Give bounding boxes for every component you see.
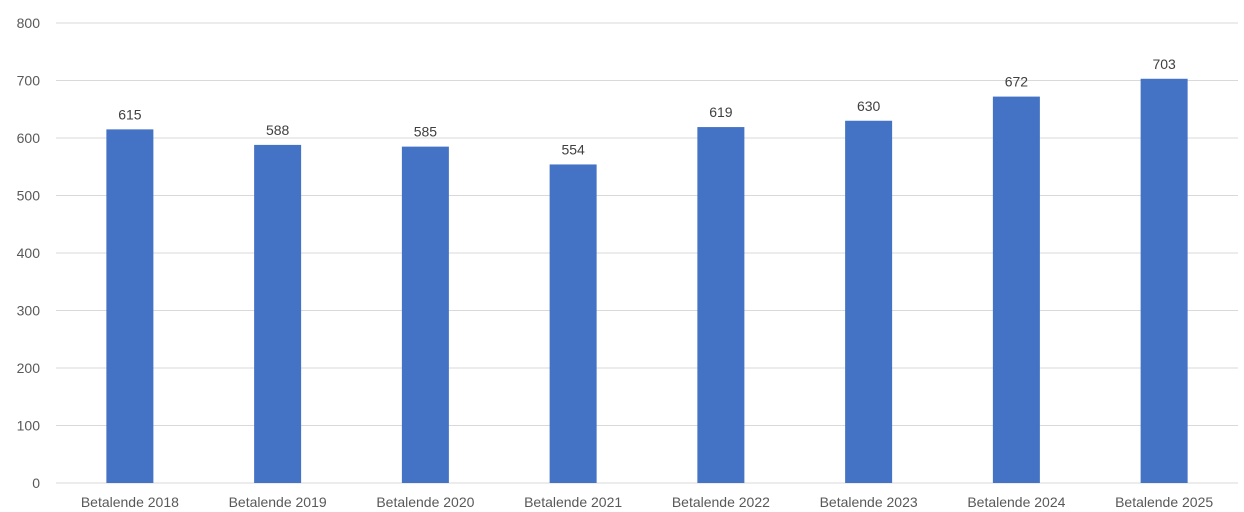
bar [992,96,1040,483]
gridlines [56,22,1238,484]
y-tick-label: 300 [17,303,41,319]
bars [106,78,1188,484]
y-tick-label: 500 [17,188,41,204]
x-tick-label: Betalende 2021 [524,494,622,510]
y-tick-label: 600 [17,130,41,146]
x-tick-label: Betalende 2025 [1115,494,1213,510]
bar [106,129,154,483]
y-tick-label: 100 [17,418,41,434]
bar-value-label: 672 [1005,74,1029,90]
bar-value-label: 703 [1152,56,1176,72]
y-tick-label: 400 [17,245,41,261]
bar-value-label: 619 [709,104,733,120]
bar [254,144,302,483]
y-tick-label: 200 [17,360,41,376]
axes: 0 100 200 300 400 500 600 700 800 Betalende 2018 B… [17,15,1214,510]
x-tick-label: Betalende 2023 [820,494,918,510]
data-labels: 615 588 585 554 619 630 672 703 [118,56,1176,158]
bar-value-label: 630 [857,98,881,114]
bar [697,127,745,483]
x-tick-label: Betalende 2018 [81,494,179,510]
x-tick-label: Betalende 2020 [376,494,474,510]
x-tick-label: Betalende 2022 [672,494,770,510]
bar [549,164,597,483]
bar-value-label: 615 [118,106,142,122]
y-tick-label: 800 [17,15,41,31]
x-tick-label: Betalende 2019 [229,494,327,510]
bar [1140,78,1188,484]
bar-value-label: 585 [414,124,438,140]
bar [845,120,893,483]
y-tick-label: 0 [32,475,40,491]
y-tick-label: 700 [17,73,41,89]
x-tick-label: Betalende 2024 [967,494,1065,510]
bar-value-label: 588 [266,122,290,138]
bar-value-label: 554 [561,141,585,157]
bar [401,146,449,483]
